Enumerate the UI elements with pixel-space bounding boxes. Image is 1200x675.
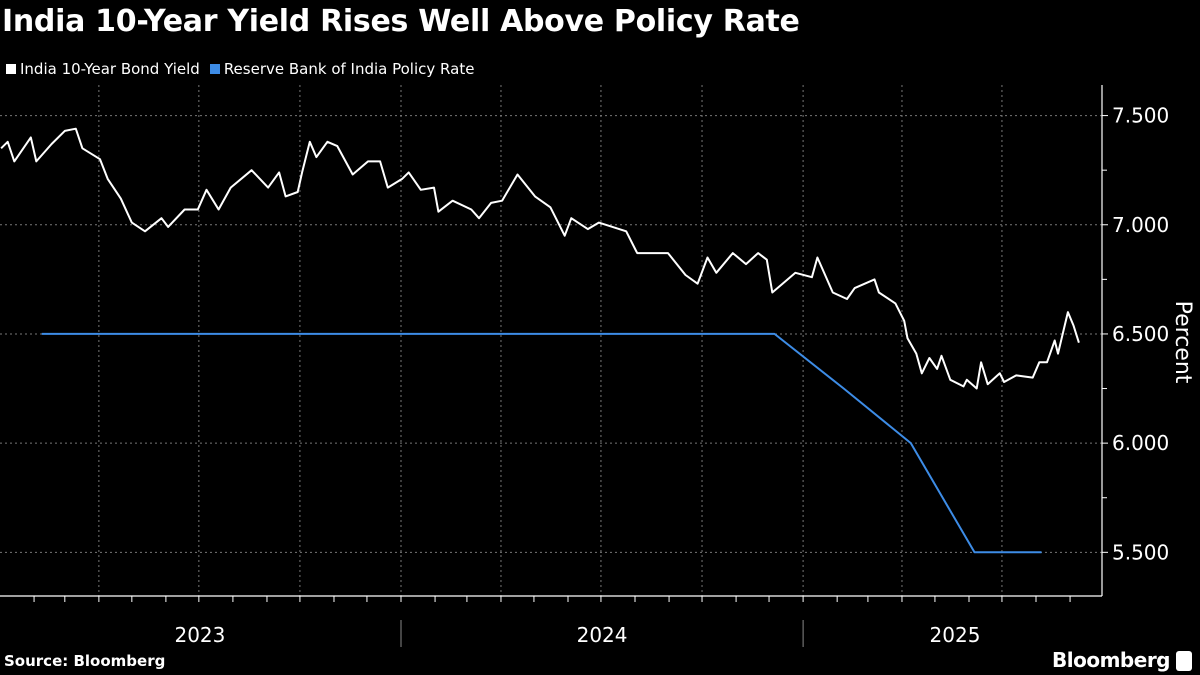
y-tick-label: 6.500 [1112,322,1169,346]
series-line-bond-yield [0,127,1080,390]
legend-item-policy-rate: Reserve Bank of India Policy Rate [209,60,475,78]
legend-item-bond-yield: India 10-Year Bond Yield [6,60,200,78]
y-axis-title: Percent [1170,301,1195,384]
series-lines [0,127,1080,554]
source-note: Source: Bloomberg [4,652,166,670]
legend: India 10-Year Bond Yield Reserve Bank of… [6,60,474,78]
bloomberg-terminal-icon [1176,651,1192,671]
x-tick-label: 2025 [930,623,981,647]
tick-labels: 7.500 7.000 6.500 6.000 5.500 2023 2024 2025 Per… [174,104,1195,647]
x-tick-label: 2024 [577,623,628,647]
x-tick-label: 2023 [174,623,225,647]
axes [0,85,1108,647]
chart-title: India 10-Year Yield Rises Well Above Pol… [2,4,800,39]
y-tick-label: 7.000 [1112,213,1169,237]
legend-swatch-bond-yield [6,64,16,74]
y-tick-label: 5.500 [1112,540,1169,564]
y-tick-label: 6.000 [1112,431,1169,455]
legend-label-policy-rate: Reserve Bank of India Policy Rate [223,60,475,78]
legend-label-bond-yield: India 10-Year Bond Yield [20,60,200,78]
series-line-policy-rate [41,332,1042,554]
bloomberg-logo: Bloomberg [1052,648,1170,672]
legend-swatch-policy-rate [209,64,220,74]
gridlines [0,85,1102,596]
y-tick-label: 7.500 [1112,104,1169,128]
